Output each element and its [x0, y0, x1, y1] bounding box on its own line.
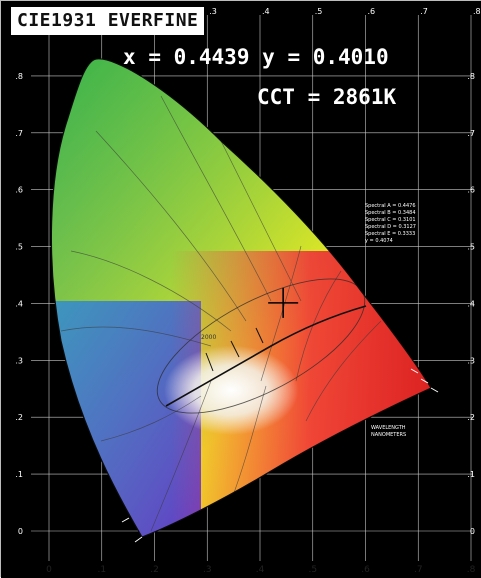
y-tick-label: .8	[15, 72, 23, 81]
x-tick-label: .8	[467, 565, 476, 575]
cct-value: 2861K	[332, 85, 397, 109]
x-tick-label: 0	[46, 565, 52, 575]
x-tick-label-top: .5	[315, 7, 323, 16]
y-label: y	[262, 45, 275, 69]
svg-text:WAVELENGTH: WAVELENGTH	[371, 425, 406, 431]
x-tick-label-top: .6	[368, 7, 376, 16]
svg-text:y = 0.4074: y = 0.4074	[365, 238, 393, 244]
y-tick-label: .1	[15, 470, 23, 479]
cct-label: CCT	[257, 85, 295, 109]
x-tick-label-top: .4	[262, 7, 270, 16]
svg-text:Spectral E = 0.3333: Spectral E = 0.3333	[365, 231, 415, 237]
y-tick-label: .3	[15, 356, 23, 365]
chart-title: CIE1931 EVERFINE	[11, 7, 205, 35]
y-tick-label: .5	[15, 243, 23, 252]
lower-right-annotation: WAVELENGTH NANOMETERS	[371, 425, 406, 438]
x-tick-label-top: .8	[473, 7, 481, 16]
locus-wavelength-ticks	[121, 368, 439, 543]
svg-text:NANOMETERS: NANOMETERS	[371, 432, 406, 438]
y-tick-label-right: .1	[467, 470, 475, 479]
svg-text:Spectral B = 0.3484: Spectral B = 0.3484	[365, 210, 416, 216]
cct-readout: CCT = 2861K	[257, 85, 397, 109]
y-tick-label: .2	[15, 413, 23, 422]
x-tick-label: .1	[97, 565, 106, 575]
svg-text:2000: 2000	[201, 334, 216, 341]
svg-text:Spectral A = 0.4476: Spectral A = 0.4476	[365, 203, 416, 209]
x-tick-label: .2	[150, 565, 159, 575]
xy-readout: x = 0.4439 y = 0.4010	[123, 45, 389, 69]
x-tick-label-top: .3	[209, 7, 217, 16]
x-tick-label: .3	[203, 565, 212, 575]
y-tick-label-right: .5	[467, 243, 475, 252]
svg-text:Spectral D = 0.3127: Spectral D = 0.3127	[365, 224, 416, 230]
y-tick-label: .4	[15, 299, 23, 308]
y-tick-label-right: .4	[467, 299, 475, 308]
y-tick-label-right: .7	[467, 129, 475, 138]
y-tick-label-right: .8	[467, 72, 475, 81]
x-tick-label: .5	[308, 565, 317, 575]
x-tick-label: .7	[414, 565, 423, 575]
y-tick-label-right: 0	[470, 527, 475, 536]
y-axis-ticklabels: 0 0 .1 .1 .2 .2 .3 .3 .4 .4 .5 .5 .6 .6 .7 .7 .8 .8	[15, 72, 475, 536]
y-tick-label-right: .2	[467, 413, 475, 422]
svg-text:Spectral C = 0.3101: Spectral C = 0.3101	[365, 217, 416, 223]
x-tick-label-top: .7	[420, 7, 428, 16]
y-tick-label: 0	[18, 527, 23, 536]
x-value: 0.4439	[173, 45, 250, 69]
x-label: x	[123, 45, 136, 69]
measurement-marker	[268, 287, 299, 318]
x-tick-label: .4	[256, 565, 265, 575]
y-tick-label: .6	[15, 186, 23, 195]
x-tick-label: .6	[361, 565, 370, 575]
spectral-locus-outline	[50, 58, 432, 538]
y-value: 0.4010	[312, 45, 389, 69]
y-tick-label-right: .3	[467, 356, 475, 365]
y-tick-label: .7	[15, 129, 23, 138]
y-tick-label-right: .6	[467, 186, 475, 195]
right-side-label-block: Spectral A = 0.4476 Spectral B = 0.3484 …	[365, 203, 416, 244]
